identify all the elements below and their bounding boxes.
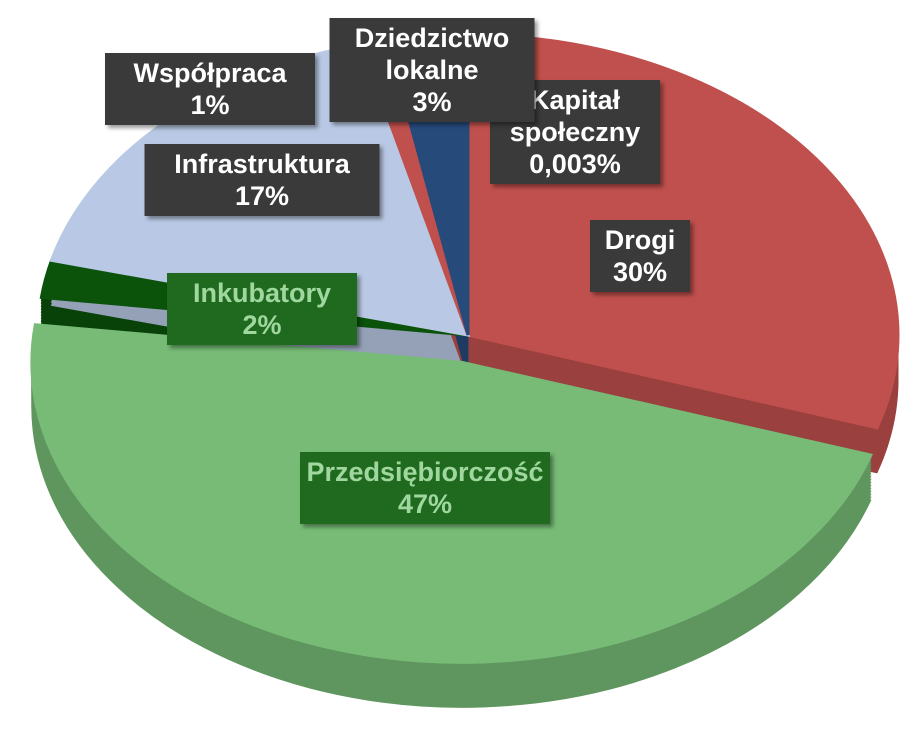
label-value: 2% [242, 310, 282, 340]
data-label: Drogi 30% [590, 220, 690, 292]
data-label: Inkubatory 2% [167, 273, 357, 345]
label-category: Dziedzictwo lokalne [354, 23, 510, 85]
label-value: 30% [612, 257, 668, 287]
label-category: Infrastruktura [174, 149, 350, 179]
label-category: Inkubatory [192, 278, 332, 308]
label-value: 17% [234, 181, 290, 211]
label-category: Przedsiębiorczość [306, 457, 544, 487]
label-category: Drogi [604, 225, 676, 255]
label-category: Kapitał społeczny [509, 85, 641, 147]
label-value: 3% [412, 87, 452, 117]
label-value: 47% [397, 489, 453, 519]
data-label: Infrastruktura 17% [144, 144, 380, 216]
label-category: Współpraca [133, 58, 287, 88]
data-label: Przedsiębiorczość 47% [300, 452, 550, 524]
data-label: Dziedzictwo lokalne 3% [329, 18, 535, 122]
label-value: 1% [190, 90, 230, 120]
data-label: Współpraca 1% [105, 53, 315, 125]
label-value: 0,003% [529, 149, 621, 179]
